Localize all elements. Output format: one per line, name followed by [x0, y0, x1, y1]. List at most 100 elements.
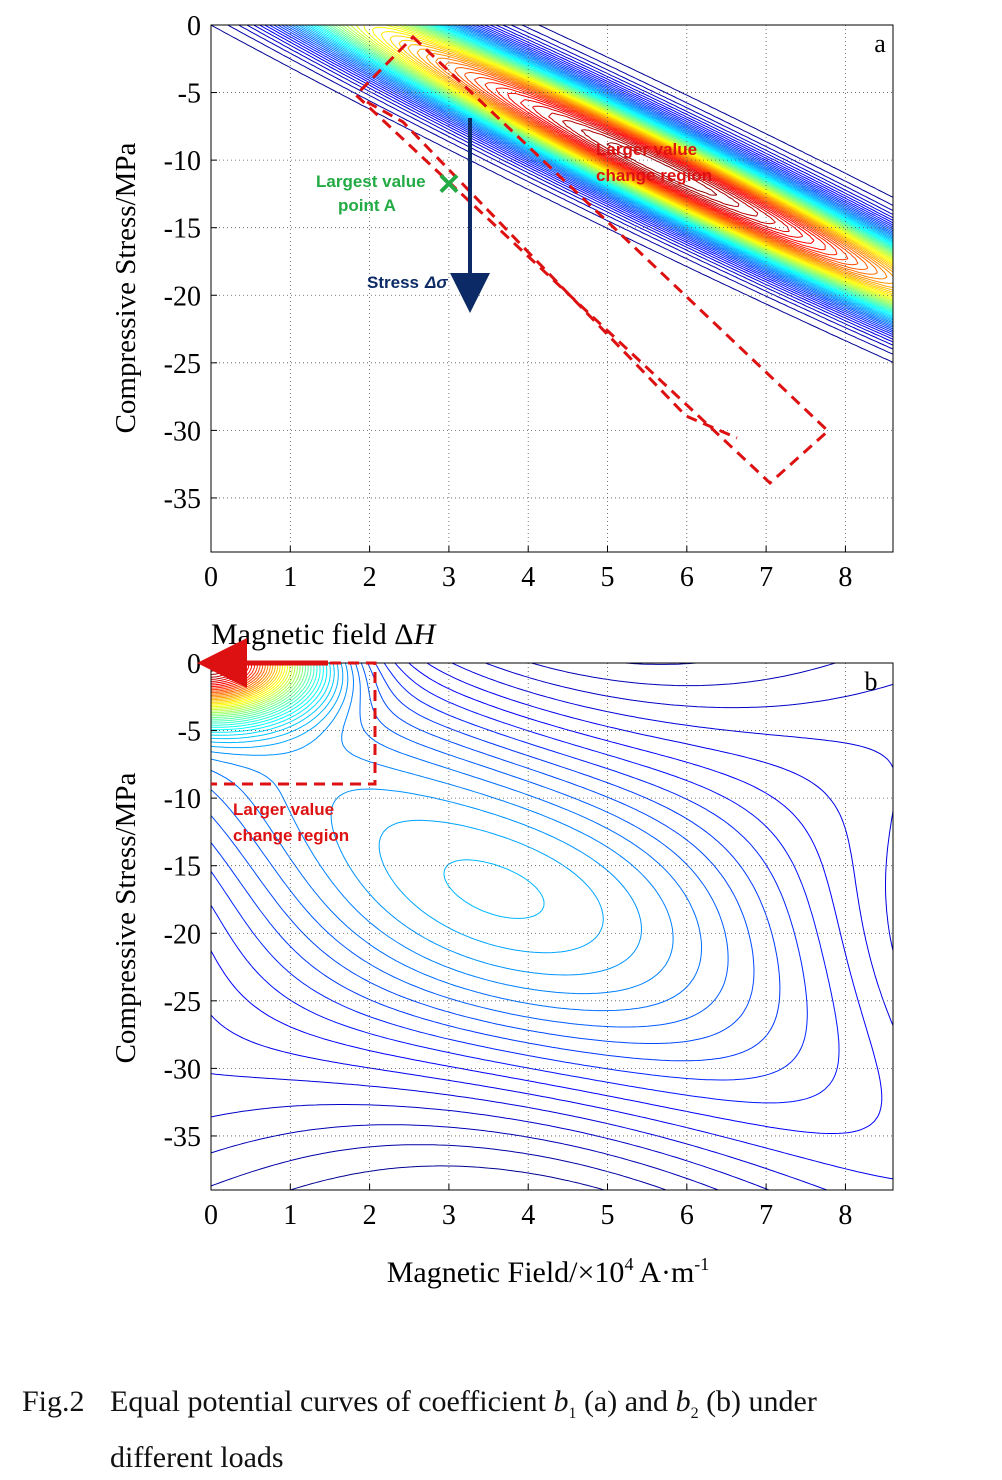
x-tick-label: 2 — [363, 1200, 377, 1231]
y-tick-label: -20 — [164, 919, 201, 950]
contour-line — [211, 663, 729, 1028]
y-tick-label: -10 — [164, 146, 201, 177]
ridge-outline-a — [366, 100, 738, 440]
contour-line — [520, 99, 804, 238]
contour-line — [211, 663, 545, 919]
larger-change-region-a — [353, 34, 831, 486]
stress-label: Stress Δσ — [367, 273, 448, 292]
y-tick-label: -5 — [178, 79, 201, 110]
field-arrow-label: Magnetic field ΔH — [211, 618, 438, 651]
contour-line — [290, 1165, 605, 1190]
y-tick-label: -25 — [164, 987, 201, 1018]
region-label-b-line2: change region — [233, 826, 349, 845]
contour-line — [211, 663, 642, 976]
contour-line — [211, 663, 224, 672]
y-tick-label: 0 — [187, 649, 201, 680]
y-tick-label: -35 — [164, 484, 201, 515]
x-tick-label: 3 — [442, 1200, 456, 1231]
x-tick-label: 7 — [759, 1200, 773, 1231]
contour-line — [562, 120, 759, 217]
contour-line — [495, 87, 826, 251]
plot-frame-a — [210, 24, 894, 553]
figure-caption: Fig.2 Equal potential curves of coefficie… — [22, 1380, 1002, 1480]
region-label-a-line1: Larger value — [596, 140, 697, 159]
contour-line — [211, 663, 883, 1134]
contour-line — [304, 25, 893, 320]
contour-line — [211, 663, 781, 1062]
x-tick-label: 8 — [838, 1200, 852, 1231]
contour-line — [464, 71, 859, 266]
point-a-label: point A — [338, 196, 396, 215]
contour-line — [389, 35, 893, 295]
contour-line — [298, 25, 893, 322]
contour-line — [425, 53, 893, 284]
contour-line — [211, 663, 840, 1104]
contour-line — [211, 663, 893, 1180]
contour-line — [416, 48, 893, 288]
region-label-b-line1: Larger value — [233, 800, 334, 819]
grid-a — [211, 25, 893, 552]
contour-line — [363, 25, 893, 300]
ticks-a: 0 1 2 3 4 5 6 7 8 0 -5 -10 -15 -20 -25 -30 -35 — [164, 11, 853, 593]
y-tick-label: -30 — [164, 416, 201, 447]
contour-line — [398, 39, 893, 293]
contour-lines-a — [211, 25, 893, 363]
y-tick-label: -30 — [164, 1054, 201, 1085]
x-tick-label: 7 — [759, 562, 773, 593]
contour-line — [288, 25, 893, 327]
contour-line — [238, 25, 893, 350]
contour-line — [211, 663, 331, 736]
contour-line — [211, 663, 893, 1190]
larger-change-region-b — [211, 661, 377, 786]
contour-line — [548, 112, 776, 225]
y-tick-label: -20 — [164, 281, 201, 312]
grid-b — [211, 663, 893, 1190]
x-tick-label: 1 — [283, 562, 297, 593]
contour-line — [211, 663, 893, 1190]
plot-frame-b — [210, 662, 894, 1191]
y-axis-label-a: Compressive Stress/MPa — [110, 142, 142, 433]
contour-line — [606, 142, 718, 196]
largest-value-marker: ✕ — [436, 168, 461, 201]
contour-line — [211, 663, 755, 1044]
contour-line — [211, 663, 674, 995]
caption-text: Equal potential curves of coefficient b1… — [110, 1385, 817, 1422]
contour-line — [473, 77, 849, 261]
x-tick-label: 1 — [283, 1200, 297, 1231]
contour-line — [454, 67, 869, 270]
region-label-a-line2: change region — [596, 166, 712, 185]
ticks-b: 0 1 2 3 4 5 6 7 8 0 -5 -10 -15 -20 -25 -30 -35 — [164, 649, 853, 1231]
contour-line — [321, 25, 893, 312]
largest-value-label: Largest value — [316, 172, 426, 191]
x-tick-label: 0 — [204, 1200, 218, 1231]
contour-line — [211, 663, 808, 1081]
contour-line — [484, 82, 838, 256]
x-tick-label: 3 — [442, 562, 456, 593]
x-tick-label: 8 — [838, 562, 852, 593]
x-tick-label: 5 — [601, 1200, 615, 1231]
x-tick-label: 4 — [521, 1200, 535, 1231]
contour-line — [338, 25, 893, 306]
x-tick-label: 2 — [363, 562, 377, 593]
contour-line — [324, 25, 893, 311]
x-tick-label: 6 — [680, 562, 694, 593]
x-tick-label: 6 — [680, 1200, 694, 1231]
contour-line — [334, 25, 893, 307]
x-tick-label: 5 — [601, 562, 615, 593]
panel-b: 0 1 2 3 4 5 6 7 8 0 -5 -10 -15 -20 -25 -30 -35 b Compres… — [110, 618, 894, 1289]
contour-lines-b — [211, 663, 893, 1190]
contour-line — [294, 25, 893, 324]
y-tick-label: -35 — [164, 1122, 201, 1153]
contour-line — [507, 92, 815, 244]
contour-line — [532, 105, 790, 232]
contour-line — [350, 25, 893, 302]
contour-line — [211, 663, 335, 740]
caption-line-2: different loads — [110, 1441, 284, 1474]
panel-a: 0 1 2 3 4 5 6 7 8 0 -5 -10 -15 -20 -25 -30 -35 a Compres… — [110, 11, 894, 593]
contour-line — [371, 26, 893, 298]
y-tick-label: -15 — [164, 214, 201, 245]
x-axis-label-b: Magnetic Field/×104 A·m-1 — [387, 1254, 710, 1289]
contour-line — [380, 31, 893, 297]
panel-label-b: b — [865, 667, 878, 696]
contour-line — [284, 25, 893, 328]
